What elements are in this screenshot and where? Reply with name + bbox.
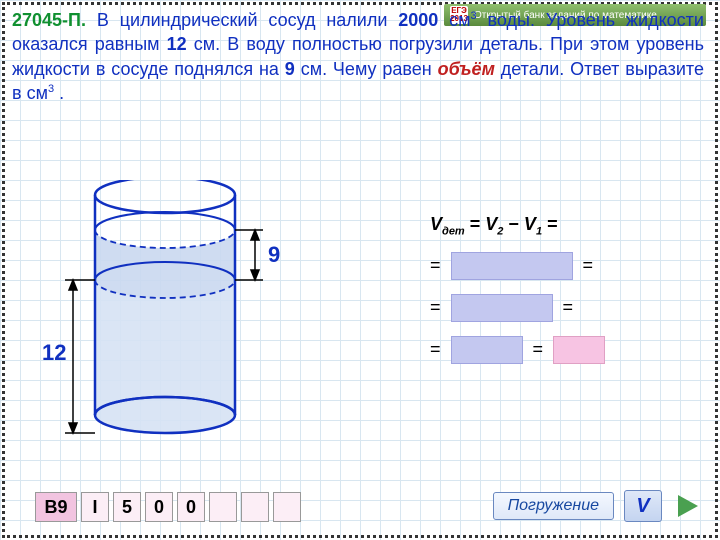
play-button[interactable] [672, 491, 702, 521]
label-12: 12 [42, 340, 66, 366]
cylinder-diagram [35, 180, 295, 470]
label-9: 9 [268, 242, 280, 268]
problem-statement: 27045-П. В цилиндрический сосуд налили 2… [12, 8, 708, 105]
task-code: В9 [35, 492, 77, 522]
blank-step2 [451, 294, 553, 322]
answer-cell-3[interactable]: 0 [177, 492, 205, 522]
answer-cell-1[interactable]: 5 [113, 492, 141, 522]
volume-button[interactable]: V [624, 490, 662, 522]
answer-cell-6[interactable] [273, 492, 301, 522]
answer-cell-0[interactable]: I [81, 492, 109, 522]
answer-strip: В9 I 5 0 0 [35, 492, 301, 522]
formula-line: Vдет = V2 − V1 = [430, 214, 558, 238]
blank-answer [553, 336, 605, 364]
answer-cell-5[interactable] [241, 492, 269, 522]
blank-step3 [451, 336, 523, 364]
solution-area: Vдет = V2 − V1 = = = = = = = [390, 200, 690, 378]
answer-cell-2[interactable]: 0 [145, 492, 173, 522]
answer-cell-4[interactable] [209, 492, 237, 522]
submerge-button[interactable]: Погружение [493, 492, 614, 520]
blank-step1 [451, 252, 573, 280]
